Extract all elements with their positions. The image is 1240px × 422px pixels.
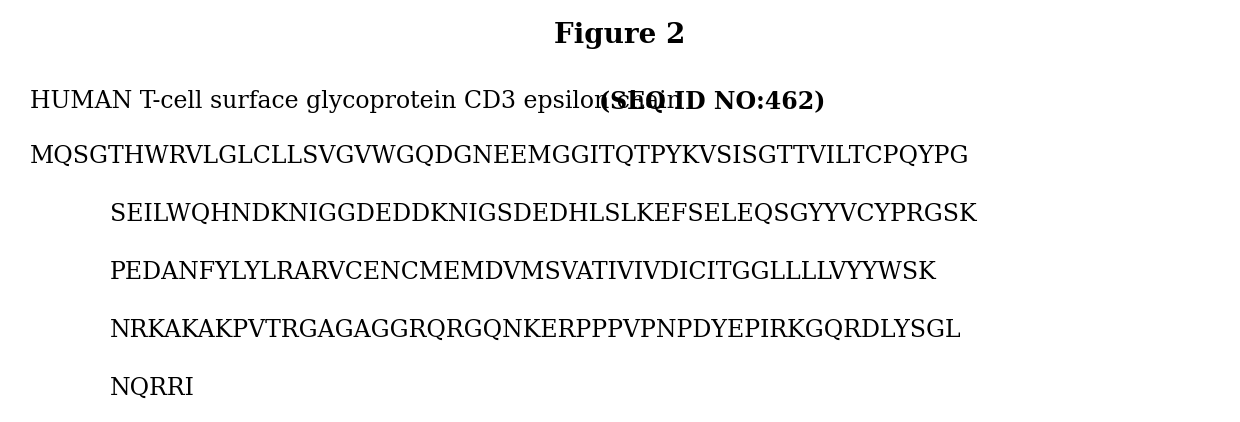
Text: PEDANFYLYLRARVCENCMEMDVMSVATIVIVDICITGGLLLLVYYWSK: PEDANFYLYLRARVCENCMEMDVMSVATIVIVDICITGGL… xyxy=(110,261,936,284)
Text: HUMAN T-cell surface glycoprotein CD3 epsilon chain: HUMAN T-cell surface glycoprotein CD3 ep… xyxy=(30,90,704,113)
Text: SEILWQHNDKNIGGDEDDKNIGSDEDHLSLKEFSELEQSGYYVCYPRGSK: SEILWQHNDKNIGGDEDDKNIGSDEDHLSLKEFSELEQSG… xyxy=(110,203,977,226)
Text: Figure 2: Figure 2 xyxy=(554,22,686,49)
Text: NRKAKAKPVTRGAGAGGRQRGQNKERPPPVPNPDYEPIRKGQRDLYSGL: NRKAKAKPVTRGAGAGGRQRGQNKERPPPVPNPDYEPIRK… xyxy=(110,319,962,342)
Text: (SEQ ID NO:462): (SEQ ID NO:462) xyxy=(599,90,826,114)
Text: MQSGTHWRVLGLCLLSVGVWGQDGNEEMGGITQTPYKVSISGTTVILTCPQYPG: MQSGTHWRVLGLCLLSVGVWGQDGNEEMGGITQTPYKVSI… xyxy=(30,145,970,168)
Text: NQRRI: NQRRI xyxy=(110,377,195,400)
